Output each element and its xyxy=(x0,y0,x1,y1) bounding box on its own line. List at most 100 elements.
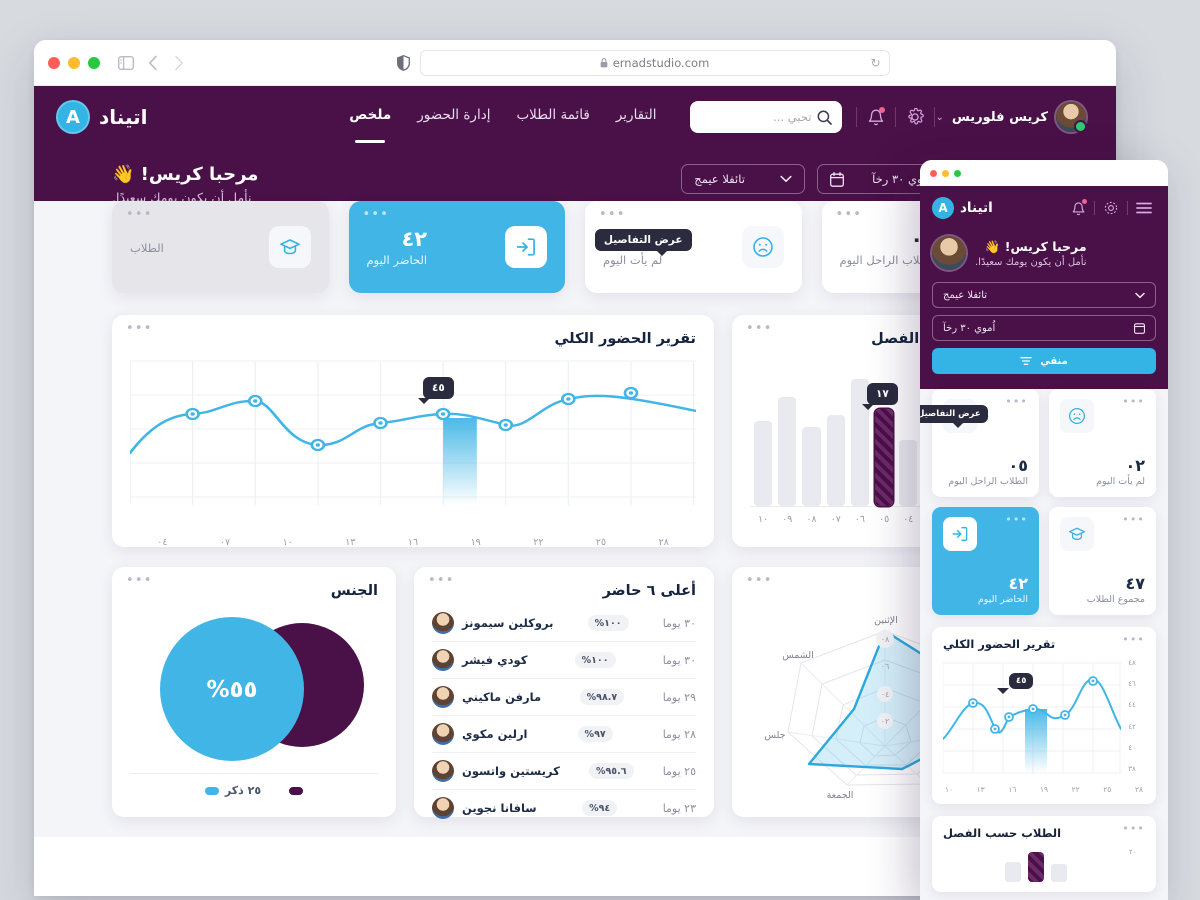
card-menu-icon[interactable]: ••• xyxy=(1122,513,1145,526)
bar[interactable] xyxy=(826,415,845,506)
notifications-button[interactable] xyxy=(857,98,895,136)
bar[interactable] xyxy=(754,421,773,506)
shield-icon[interactable] xyxy=(396,54,410,71)
legend-swatch xyxy=(289,786,304,795)
nav-item-reports[interactable]: التقارير xyxy=(615,107,657,123)
divider xyxy=(934,107,936,127)
maximize-window-button[interactable] xyxy=(954,169,961,177)
card-menu-icon[interactable]: ••• xyxy=(746,573,773,588)
nav-item-student-list[interactable]: قائمة الطلاب xyxy=(516,107,590,123)
card-menu-icon[interactable]: ••• xyxy=(126,321,153,336)
list-item-name: كودي فيشر xyxy=(462,653,528,667)
nav-item-attendance-management[interactable]: إدارة الحضور xyxy=(417,107,491,123)
maximize-window-button[interactable] xyxy=(88,56,100,69)
card-menu-icon[interactable]: ••• xyxy=(1122,633,1145,646)
stat-label: الطلاب الراحل اليوم xyxy=(839,253,936,267)
line-x-tick: ٢٨ xyxy=(658,537,669,547)
mobile-date-range-picker[interactable]: اُموي ٣٠ رخآ xyxy=(932,315,1156,341)
minimize-window-button[interactable] xyxy=(68,56,80,69)
line-point-tooltip: ٤٥ xyxy=(417,377,454,404)
mobile-line-x-axis: ١٠ ١٣ ١٦ ١٩ ٢٢ ٢٥ ٢٨ xyxy=(943,781,1145,794)
list-item[interactable]: ٢٩ يوما ٩٨.٧% مارفن ماكيني xyxy=(432,679,696,716)
bar[interactable] xyxy=(899,439,918,506)
card-menu-icon[interactable]: ••• xyxy=(126,573,153,588)
mobile-chart-overall-attendance: ••• تقرير الحضور الكلي xyxy=(932,627,1156,804)
bar-highlighted[interactable]: ١٧ xyxy=(861,383,898,506)
line-y-tick: ٣٨ xyxy=(1128,764,1136,773)
card-menu-icon[interactable]: ••• xyxy=(1005,395,1028,408)
bell-icon[interactable] xyxy=(1066,196,1090,220)
minimize-window-button[interactable] xyxy=(942,169,949,177)
mobile-stat-card-present-today[interactable]: ••• ٤٢ الحاضر اليوم xyxy=(932,507,1039,615)
stat-label: لم يأت اليوم xyxy=(603,253,663,267)
list-item[interactable]: ٢٣ يوما ٩٤% سافانا نجوين xyxy=(432,790,696,826)
stat-value: ٠٢ xyxy=(1125,456,1145,475)
hamburger-menu-icon[interactable] xyxy=(1132,196,1156,220)
mobile-stat-card-absent-today[interactable]: ••• ٠٢ لم يأت اليوم xyxy=(1049,389,1156,497)
mobile-stat-card-total-students[interactable]: ••• ٤٧ مجموع الطلاب xyxy=(1049,507,1156,615)
mobile-stat-card-left-today[interactable]: ••• ٠٥ الطلاب الراحل اليوم عرض التفاصيل xyxy=(920,389,1039,497)
card-menu-icon[interactable]: ••• xyxy=(835,207,863,222)
list-item-percent: ٩٥.٦% xyxy=(588,763,634,779)
stat-value: ٠٥ xyxy=(1008,456,1028,475)
bar-x-tick: ٠٦ xyxy=(854,514,866,525)
list-item[interactable]: ٣٠ يوما ١٠٠% كودي فيشر xyxy=(432,642,696,679)
gear-icon[interactable] xyxy=(1099,196,1123,220)
bar[interactable] xyxy=(850,379,870,506)
bar[interactable] xyxy=(802,427,821,506)
reload-icon[interactable]: ↻ xyxy=(870,55,881,70)
card-menu-icon[interactable]: ••• xyxy=(599,207,626,222)
mobile-filter-button[interactable]: منقي xyxy=(932,348,1156,374)
line-chart-plot: ٤٥ ٠٤ ٠٧ ١٠ ١٣ ١٦ ١٩ ٢٢ ٢٥ ٢٨ xyxy=(130,353,696,547)
list-item[interactable]: ٣٠ يوما ١٠٠% بروكلين سيمونز xyxy=(432,605,696,642)
brand-logo[interactable]: اتيناد A xyxy=(56,100,147,134)
chart-title: تقرير الحضور الكلي xyxy=(554,331,697,347)
avatar xyxy=(932,236,966,270)
stat-card-absent-today[interactable]: ••• ٠٢ لم يأت اليوم عرض التفاصيل xyxy=(585,201,802,293)
class-select[interactable]: تائفلا عيمج xyxy=(681,164,806,194)
chart-title: الطلاب حسب الفصل xyxy=(943,826,1062,840)
class-select-value: تائفلا عيمج xyxy=(943,289,988,301)
card-menu-icon[interactable]: ••• xyxy=(1122,822,1145,835)
stat-card-total-students[interactable]: ••• الطلاب xyxy=(112,201,329,293)
mobile-class-select[interactable]: تائفلا عيمج xyxy=(932,282,1156,308)
stat-value: ٤٧ xyxy=(1125,574,1145,593)
line-x-tick: ٠٤ xyxy=(157,537,168,547)
close-window-button[interactable] xyxy=(930,169,937,177)
bar-x-tick: ٠٨ xyxy=(806,514,817,525)
list-item-days: ٣٠ يوما xyxy=(662,653,696,667)
card-menu-icon[interactable]: ••• xyxy=(1005,513,1028,526)
browser-chrome: ernadstudio.com ↻ xyxy=(34,40,1116,86)
line-x-tick: ١٦ xyxy=(1008,785,1017,794)
card-menu-icon[interactable]: ••• xyxy=(126,207,153,222)
settings-button[interactable] xyxy=(896,98,934,136)
card-menu-icon[interactable]: ••• xyxy=(1122,395,1145,408)
mobile-brand-logo[interactable]: اتيناد A xyxy=(932,197,993,219)
list-item[interactable]: ٢٨ يوما ٩٧% ارلين مكوي xyxy=(432,716,696,753)
card-menu-icon[interactable]: ••• xyxy=(746,321,773,336)
card-menu-icon[interactable]: ••• xyxy=(428,573,455,588)
search-input[interactable]: تحبي ... xyxy=(690,101,843,133)
list-item-name: بروكلين سيمونز xyxy=(462,616,554,630)
calendar-icon xyxy=(830,171,845,187)
line-x-tick: ١٠ xyxy=(945,785,954,794)
sidebar-toggle-icon[interactable] xyxy=(118,55,134,70)
line-x-tick: ٠٧ xyxy=(219,537,231,547)
close-window-button[interactable] xyxy=(48,56,60,69)
mobile-header: اتيناد A xyxy=(920,186,1168,230)
chevron-down-icon[interactable]: ⌄ xyxy=(935,111,944,123)
user-menu[interactable]: كريس فلوريس ⌄ xyxy=(935,102,1087,133)
stat-card-present-today[interactable]: ••• ٤٢ الحاضر اليوم xyxy=(348,201,565,293)
address-bar[interactable]: ernadstudio.com ↻ xyxy=(419,49,890,76)
window-traffic-lights[interactable] xyxy=(48,56,100,69)
divider xyxy=(1127,201,1128,215)
chart-overall-attendance: ••• تقرير الحضور الكلي xyxy=(112,315,714,547)
chevron-down-icon xyxy=(780,175,792,183)
pie-center-label: ٥٥% xyxy=(206,677,257,703)
bar[interactable] xyxy=(778,397,797,506)
list-item[interactable]: ٢٥ يوما ٩٥.٦% كريستين واتسون xyxy=(432,753,696,790)
card-menu-icon[interactable]: ••• xyxy=(362,207,390,222)
mobile-line-chart-svg xyxy=(943,662,1121,774)
nav-item-summary[interactable]: ملخص xyxy=(349,107,391,127)
back-arrow-icon[interactable] xyxy=(148,55,158,71)
